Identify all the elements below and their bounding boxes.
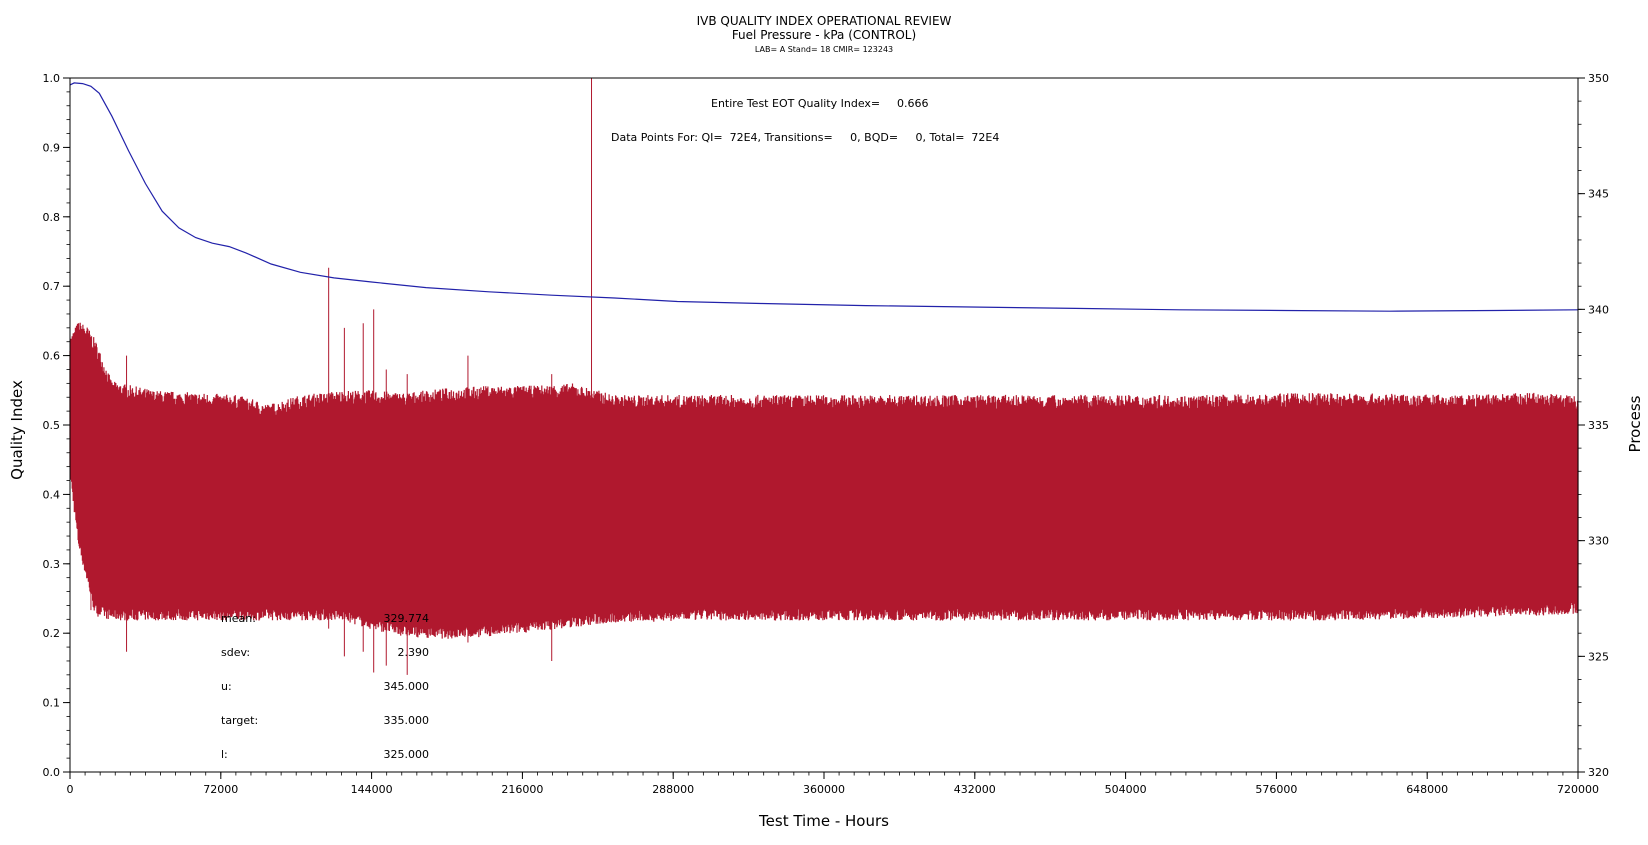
- stat-label-4: l:: [221, 748, 228, 761]
- y-axis-label: Quality Index: [8, 380, 26, 480]
- x-tick-label-6: 432000: [954, 783, 996, 796]
- x-tick-label-7: 504000: [1105, 783, 1147, 796]
- y2-tick-label-4: 340: [1588, 303, 1609, 316]
- stat-label-1: sdev:: [221, 646, 250, 659]
- y-tick-label-3: 0.3: [43, 558, 61, 571]
- x-tick-label-9: 648000: [1406, 783, 1448, 796]
- x-tick-label-1: 72000: [203, 783, 238, 796]
- y-tick-label-4: 0.4: [43, 488, 61, 501]
- x-tick-label-3: 216000: [501, 783, 543, 796]
- data-points-summary: Data Points For: QI= 72E4, Transitions= …: [611, 131, 999, 144]
- y2-tick-label-3: 335: [1588, 419, 1609, 432]
- y2-tick-label-2: 330: [1588, 535, 1609, 548]
- stat-value-0: 329.774: [384, 612, 430, 625]
- y-tick-label-2: 0.2: [43, 627, 61, 640]
- x-axis-label: Test Time - Hours: [758, 812, 889, 830]
- eot-quality-value: 0.666: [897, 97, 929, 110]
- y-tick-label-9: 0.9: [43, 141, 61, 154]
- y-tick-label-10: 1.0: [43, 72, 61, 85]
- x-tick-label-8: 576000: [1255, 783, 1297, 796]
- y-tick-label-1: 0.1: [43, 697, 61, 710]
- x-tick-label-5: 360000: [803, 783, 845, 796]
- eot-quality-label: Entire Test EOT Quality Index=: [711, 97, 880, 110]
- stat-value-4: 325.000: [384, 748, 430, 761]
- y-tick-label-0: 0.0: [43, 766, 61, 779]
- stat-label-0: mean:: [221, 612, 256, 625]
- y-tick-label-8: 0.8: [43, 211, 61, 224]
- chart-subtitle: Fuel Pressure - kPa (CONTROL): [732, 28, 916, 42]
- plot-area: 0 72000 144000 216000 288000 360000 432000 5040…: [43, 72, 1610, 796]
- y2-axis-label: Process: [1626, 395, 1644, 452]
- x-tick-label-2: 144000: [351, 783, 393, 796]
- process-series-band: [69, 322, 1579, 639]
- stat-value-1: 2.390: [398, 646, 430, 659]
- y2-tick-label-0: 320: [1588, 766, 1609, 779]
- y-tick-label-6: 0.6: [43, 350, 61, 363]
- chart-title: IVB QUALITY INDEX OPERATIONAL REVIEW: [697, 14, 952, 28]
- y-tick-label-7: 0.7: [43, 280, 61, 293]
- stat-value-3: 335.000: [384, 714, 430, 727]
- x-tick-label-0: 0: [67, 783, 74, 796]
- stat-label-2: u:: [221, 680, 232, 693]
- y2-tick-label-1: 325: [1588, 650, 1609, 663]
- x-tick-label-10: 720000: [1557, 783, 1599, 796]
- quality-index-series-line: [69, 82, 1579, 312]
- stat-value-2: 345.000: [384, 680, 430, 693]
- x-tick-label-4: 288000: [652, 783, 694, 796]
- y-tick-label-5: 0.5: [43, 419, 61, 432]
- y2-tick-label-5: 345: [1588, 188, 1609, 201]
- stat-label-3: target:: [221, 714, 258, 727]
- y2-tick-label-6: 350: [1588, 72, 1609, 85]
- chart-subtitle-lab: LAB= A Stand= 18 CMIR= 123243: [755, 45, 893, 54]
- stats-box: mean: 329.774 sdev: 2.390 u: 345.000 target: 33…: [221, 612, 429, 761]
